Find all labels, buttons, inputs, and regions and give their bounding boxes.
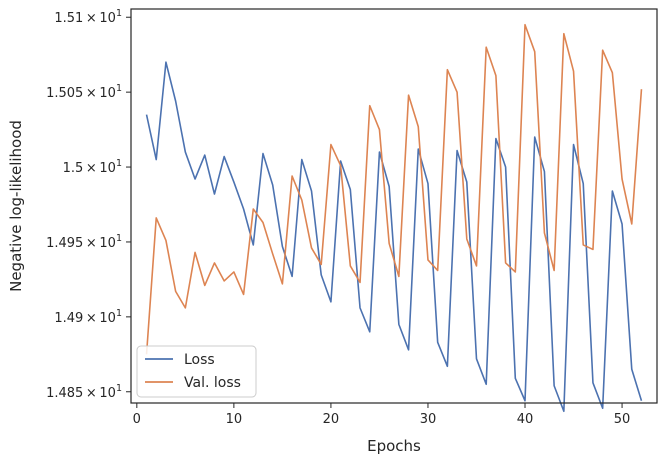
plot-frame — [130, 8, 658, 404]
series-layer — [145, 23, 643, 413]
y-axis-label: Negative log-likelihood — [7, 120, 25, 292]
y-axis: 1.485 × 101 1.49 × 101 1.495 × 101 1.5 × 10… — [46, 8, 131, 401]
x-axis: 0 10 20 30 40 50 — [133, 403, 631, 427]
y-tick-label: 1.485 × 101 — [46, 383, 122, 401]
x-tick-label: 30 — [420, 412, 437, 427]
y-tick-label: 1.505 × 101 — [46, 83, 122, 101]
y-tick-label: 1.5 × 101 — [63, 158, 122, 176]
x-tick-label: 50 — [614, 412, 631, 427]
y-tick-label: 1.495 × 101 — [46, 233, 122, 251]
y-tick-label: 1.51 × 101 — [54, 8, 122, 26]
series-line-val-loss — [145, 23, 643, 355]
y-tick-label: 1.49 × 101 — [54, 308, 122, 326]
x-tick-label: 20 — [323, 412, 340, 427]
series-line-loss — [145, 61, 643, 413]
x-axis-label: Epochs — [367, 437, 421, 455]
legend-label-val-loss: Val. loss — [184, 375, 241, 391]
x-tick-label: 10 — [226, 412, 243, 427]
x-tick-label: 0 — [133, 412, 141, 427]
legend: Loss Val. loss — [136, 345, 257, 398]
legend-label-loss: Loss — [184, 352, 215, 368]
x-tick-label: 40 — [517, 412, 534, 427]
